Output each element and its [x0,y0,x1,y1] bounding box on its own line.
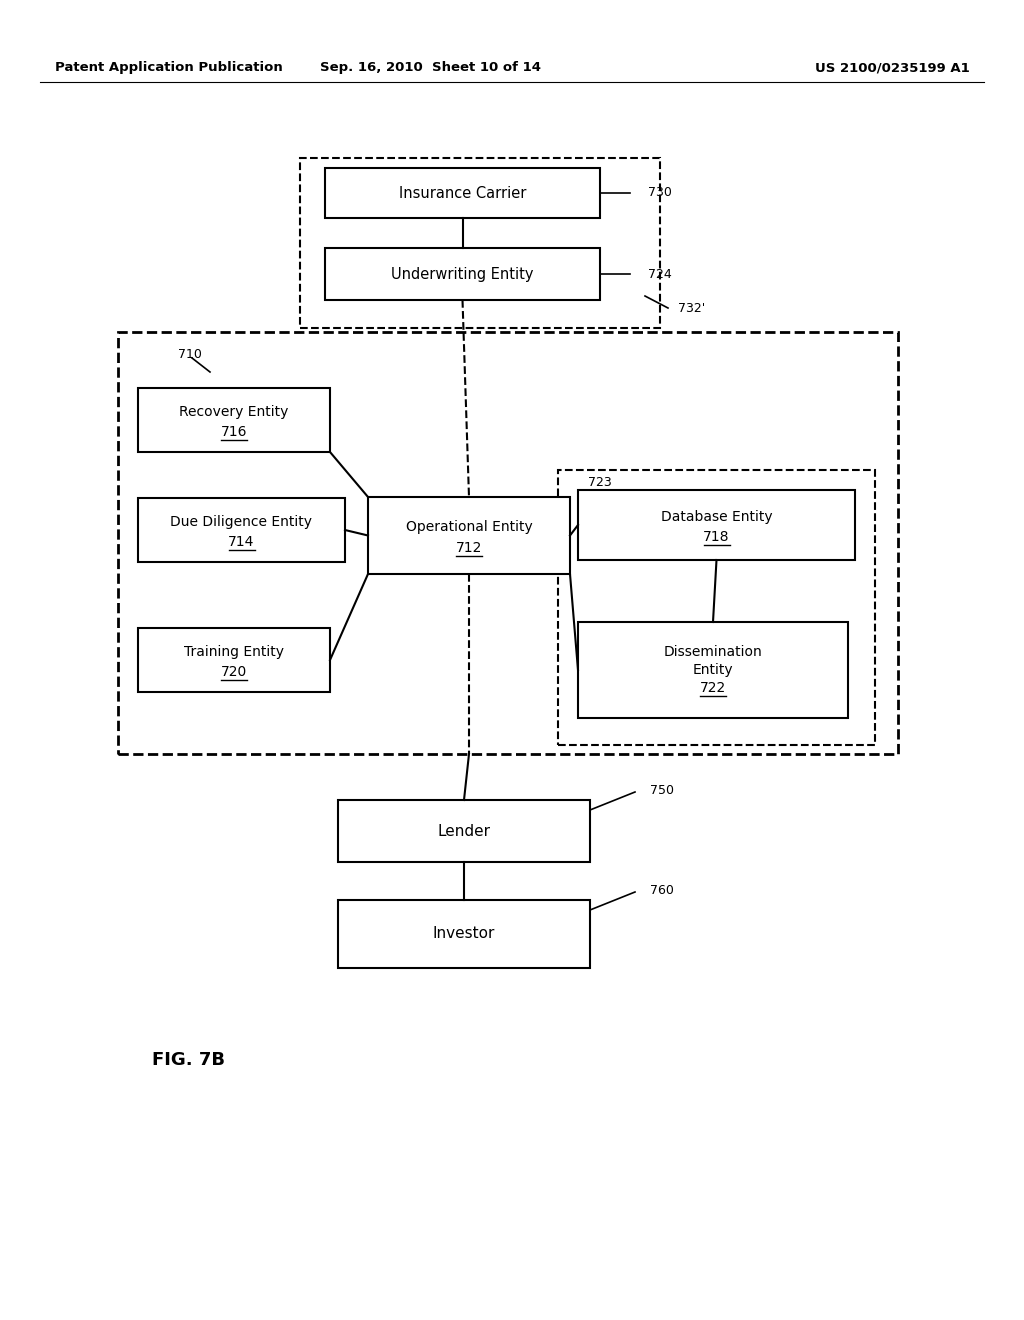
Bar [338,900,590,968]
Text: 750: 750 [650,784,674,796]
Bar [138,388,330,451]
Text: Entity: Entity [692,663,733,677]
Text: Patent Application Publication: Patent Application Publication [55,62,283,74]
Text: 732': 732' [678,301,706,314]
Text: Recovery Entity: Recovery Entity [179,405,289,418]
Bar [138,498,345,562]
Text: Due Diligence Entity: Due Diligence Entity [171,515,312,529]
Text: Sep. 16, 2010  Sheet 10 of 14: Sep. 16, 2010 Sheet 10 of 14 [319,62,541,74]
Text: 720: 720 [221,665,247,678]
Text: Insurance Carrier: Insurance Carrier [398,186,526,201]
Text: Lender: Lender [437,824,490,838]
Text: Investor: Investor [433,927,496,941]
Text: 718: 718 [703,531,730,544]
Text: 724: 724 [648,268,672,281]
Bar [325,168,600,218]
Text: 730: 730 [648,186,672,199]
Text: 723: 723 [588,475,611,488]
Text: 716: 716 [221,425,247,440]
Text: 722: 722 [699,681,726,696]
Bar [578,490,855,560]
Text: 710: 710 [178,348,202,362]
Bar [578,622,848,718]
Text: US 2100/0235199 A1: US 2100/0235199 A1 [815,62,970,74]
Bar [338,800,590,862]
Text: Training Entity: Training Entity [184,645,284,659]
Text: FIG. 7B: FIG. 7B [152,1051,225,1069]
Bar [368,498,570,574]
Bar [118,333,898,754]
Text: 712: 712 [456,540,482,554]
Text: 760: 760 [650,883,674,896]
Text: 714: 714 [228,535,255,549]
Bar [558,470,874,744]
Bar [300,158,660,327]
Text: Database Entity: Database Entity [660,510,772,524]
Bar [325,248,600,300]
Bar [138,628,330,692]
Text: Dissemination: Dissemination [664,645,763,659]
Text: Operational Entity: Operational Entity [406,520,532,535]
Text: Underwriting Entity: Underwriting Entity [391,267,534,281]
